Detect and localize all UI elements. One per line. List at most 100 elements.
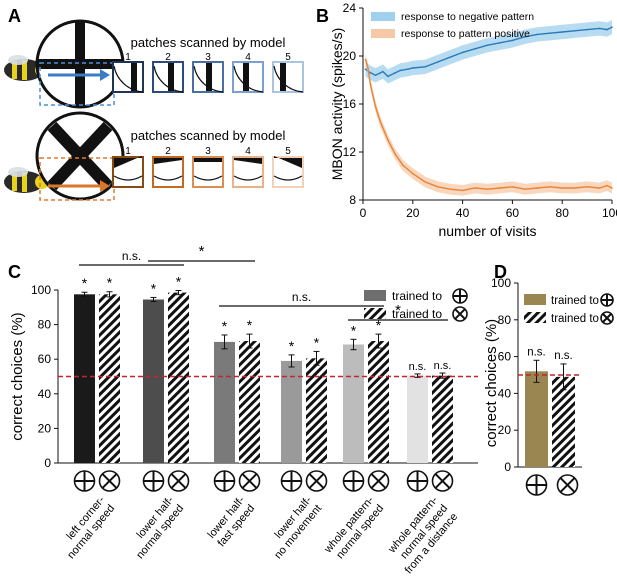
panel-label-c: C bbox=[8, 262, 21, 282]
data-point bbox=[364, 68, 367, 70]
x-tick-label: 20 bbox=[406, 206, 420, 220]
comparison-label: n.s. bbox=[292, 290, 311, 304]
plus-pattern-icon bbox=[280, 470, 303, 492]
y-tick-label: 100 bbox=[31, 283, 51, 297]
data-point bbox=[374, 74, 377, 76]
data-point bbox=[611, 187, 613, 189]
significance-label: * bbox=[314, 334, 320, 350]
category-label: left corner-normal speed bbox=[55, 494, 117, 561]
panel-label-b: B bbox=[316, 6, 329, 26]
data-point bbox=[449, 188, 451, 190]
data-point bbox=[511, 39, 514, 42]
significance-label: * bbox=[289, 338, 295, 354]
y-tick-label: 0 bbox=[44, 456, 51, 470]
panel-a: patches scanned by model 1 2 3 4 5 patches s… bbox=[4, 19, 304, 201]
patch-arc bbox=[273, 175, 303, 181]
icon-line bbox=[434, 473, 451, 489]
data-point bbox=[412, 172, 414, 175]
legend-label: trained to bbox=[392, 307, 442, 321]
significance-label: * bbox=[82, 275, 88, 291]
icon-line bbox=[602, 313, 612, 323]
comparison-label: * bbox=[395, 302, 401, 319]
cross-pattern-icon bbox=[431, 470, 454, 492]
patch-number: 3 bbox=[205, 52, 211, 63]
plus-pattern-icon bbox=[406, 470, 429, 492]
significance-label: * bbox=[351, 322, 357, 338]
patch-plus bbox=[272, 61, 304, 93]
data-point bbox=[449, 56, 451, 58]
data-point bbox=[387, 75, 389, 78]
patch-cross bbox=[152, 156, 184, 188]
patch-bar bbox=[168, 63, 174, 91]
data-point bbox=[486, 188, 489, 190]
plus-pattern-icon bbox=[73, 470, 96, 492]
legend-label: trained to bbox=[551, 295, 599, 307]
panel-d-bar-chart: 0 20 40 60 80 100 correct choices (%) n.s. n.s. t… bbox=[483, 276, 614, 496]
category-label: lower half-normal speed bbox=[124, 494, 186, 561]
legend-swatch bbox=[524, 312, 546, 323]
data-point bbox=[598, 27, 601, 30]
data-point bbox=[461, 189, 464, 192]
plus-pattern-icon bbox=[342, 470, 365, 492]
patches-title-top: patches scanned by model bbox=[131, 35, 286, 50]
cross-pattern-icon bbox=[238, 470, 261, 492]
patch-cross bbox=[272, 156, 304, 188]
significance-label: * bbox=[176, 274, 182, 290]
y-tick-label: 60 bbox=[38, 352, 52, 366]
data-point bbox=[394, 72, 397, 74]
significance-label: n.s. bbox=[434, 360, 452, 372]
bar bbox=[143, 299, 164, 463]
arrow-right-icon bbox=[48, 180, 110, 192]
y-tick-label: 20 bbox=[38, 421, 52, 435]
y-tick-label: 40 bbox=[38, 387, 52, 401]
data-point bbox=[474, 48, 476, 50]
data-point bbox=[394, 153, 397, 156]
data-point bbox=[364, 58, 367, 61]
cross-pattern-icon bbox=[305, 470, 328, 492]
plus-pattern-icon bbox=[452, 288, 468, 304]
patch-arc bbox=[233, 175, 263, 181]
icon-line bbox=[559, 477, 576, 493]
significance-label: * bbox=[151, 280, 157, 296]
x-tick-label: 0 bbox=[360, 206, 367, 220]
x-tick-label: 100 bbox=[602, 206, 617, 220]
bar-hatched bbox=[239, 341, 260, 463]
y-tick-label: 80 bbox=[38, 318, 52, 332]
patch-number: 5 bbox=[285, 146, 291, 157]
cross-pattern-icon bbox=[452, 306, 468, 322]
panel-label-d: D bbox=[494, 262, 507, 282]
data-point bbox=[536, 187, 539, 189]
patch-number: 3 bbox=[205, 146, 211, 157]
bar bbox=[525, 371, 548, 467]
patch-stripe bbox=[234, 158, 262, 164]
patch-number: 5 bbox=[285, 52, 291, 63]
data-point bbox=[387, 139, 389, 141]
data-point bbox=[586, 186, 588, 188]
category-label: lower half-no movement bbox=[262, 494, 324, 561]
y-tick-label: 80 bbox=[498, 313, 512, 327]
data-point bbox=[598, 187, 601, 189]
comparison-label: n.s. bbox=[122, 249, 141, 263]
legend-swatch bbox=[371, 29, 395, 38]
series-band bbox=[365, 20, 612, 84]
significance-label: * bbox=[107, 275, 113, 291]
series-band bbox=[365, 54, 612, 196]
y-tick-label: 12 bbox=[343, 145, 357, 159]
patch-number: 2 bbox=[165, 52, 171, 63]
bar bbox=[407, 375, 428, 463]
data-point bbox=[511, 186, 514, 188]
bar-hatched bbox=[168, 292, 189, 463]
y-tick-label: 60 bbox=[498, 350, 512, 364]
significance-label: * bbox=[222, 318, 228, 334]
patch-stripe bbox=[154, 158, 182, 164]
x-axis-label: number of visits bbox=[438, 223, 536, 239]
y-axis-label: MBON activity (spikes/s) bbox=[329, 28, 345, 180]
data-point bbox=[499, 187, 501, 189]
bar-hatched bbox=[552, 376, 575, 467]
significance-label: n.s. bbox=[554, 350, 573, 362]
patch-plus bbox=[112, 61, 144, 93]
data-point bbox=[548, 186, 551, 188]
y-tick-label: 24 bbox=[343, 1, 357, 15]
significance-label: n.s. bbox=[409, 361, 427, 373]
data-point bbox=[536, 33, 539, 36]
